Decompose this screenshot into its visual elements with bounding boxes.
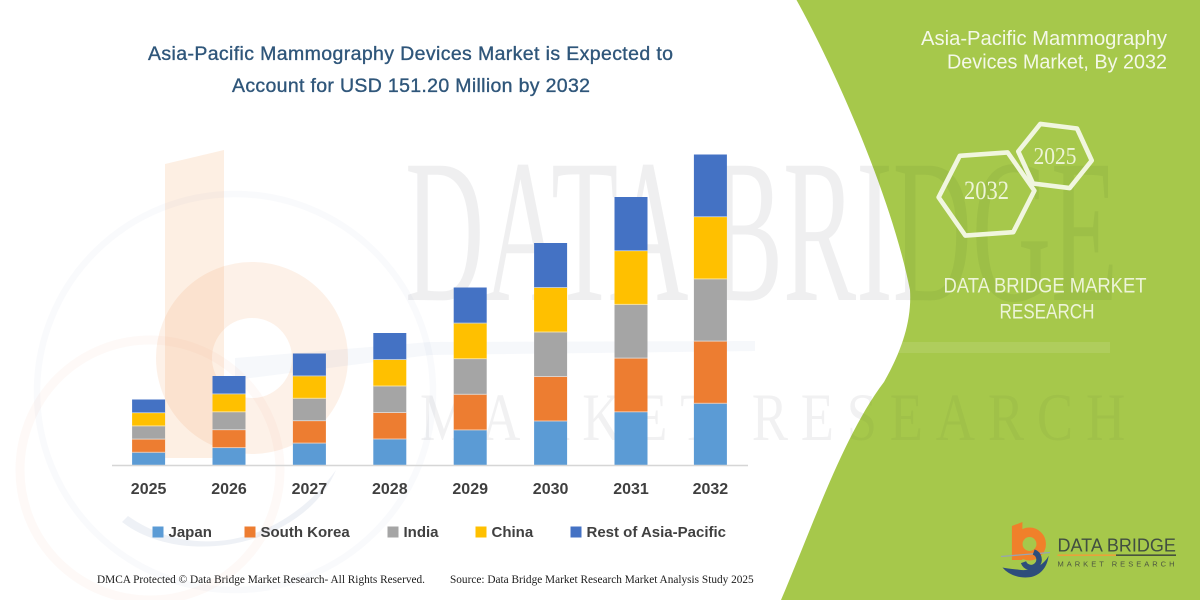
svg-text:Devices Market, By 2032: Devices Market, By 2032 xyxy=(947,52,1167,74)
svg-text:China: China xyxy=(492,524,534,541)
svg-text:South Korea: South Korea xyxy=(261,524,351,541)
svg-text:Japan: Japan xyxy=(169,524,212,541)
svg-text:DATA BRIDGE: DATA BRIDGE xyxy=(1058,536,1176,556)
svg-text:Asia-Pacific Mammography: Asia-Pacific Mammography xyxy=(921,28,1168,50)
svg-text:RESEARCH: RESEARCH xyxy=(1000,300,1095,324)
svg-text:India: India xyxy=(404,524,440,541)
svg-text:Rest of Asia-Pacific: Rest of Asia-Pacific xyxy=(587,524,727,541)
svg-text:2027: 2027 xyxy=(292,481,328,498)
svg-text:Asia-Pacific Mammography Devic: Asia-Pacific Mammography Devices Market … xyxy=(148,43,673,65)
svg-text:2026: 2026 xyxy=(211,481,247,498)
svg-text:Source: Data Bridge Market Res: Source: Data Bridge Market Research Mark… xyxy=(450,574,754,586)
svg-text:2031: 2031 xyxy=(613,481,649,498)
svg-text:2032: 2032 xyxy=(693,481,729,498)
svg-text:Account for USD 151.20 Million: Account for USD 151.20 Million by 2032 xyxy=(232,75,590,97)
svg-text:2028: 2028 xyxy=(372,481,408,498)
svg-text:MARKET RESEARCH: MARKET RESEARCH xyxy=(1058,560,1175,569)
svg-text:2032: 2032 xyxy=(964,176,1009,205)
svg-text:2029: 2029 xyxy=(452,481,488,498)
svg-text:2025: 2025 xyxy=(1034,144,1077,170)
svg-text:2030: 2030 xyxy=(533,481,569,498)
svg-text:DATA BRIDGE MARKET: DATA BRIDGE MARKET xyxy=(944,274,1147,298)
svg-text:DMCA Protected © Data Bridge M: DMCA Protected © Data Bridge Market Rese… xyxy=(97,574,425,586)
svg-text:2025: 2025 xyxy=(131,481,167,498)
